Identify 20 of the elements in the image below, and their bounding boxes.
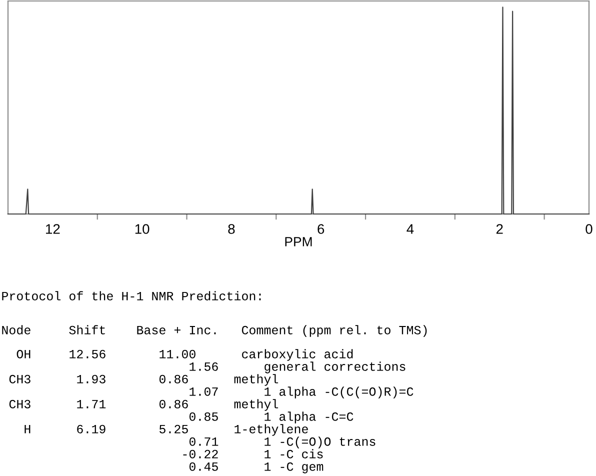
x-tick-label: 2 [496, 224, 503, 234]
text: H 6.19 5.25 1-ethylene [24, 424, 308, 436]
text: 0.85 1 alpha -C=C [189, 412, 354, 424]
x-tick-label: 8 [228, 224, 235, 234]
text: 1.07 1 alpha -C(C(=O)R)=C [190, 386, 414, 398]
text: -0.22 1 -C cis [183, 449, 323, 458]
x-tick-label: 12 [46, 224, 60, 234]
text: Protocol of the H-1 NMR Prediction: [2, 291, 261, 300]
text: CH3 1.93 0.86 methyl [9, 374, 278, 386]
text: CH3 1.71 0.86 methyl [9, 399, 278, 411]
text: Node Shift Base + Inc. Comment (ppm rel. to TMS) [2, 325, 427, 337]
text: 1.56 general corrections [190, 362, 406, 374]
x-tick-label: 10 [135, 224, 150, 234]
text: 0.45 1 -C gem [189, 462, 324, 474]
x-tick-label: 0 [586, 224, 592, 234]
x-tick-label: 4 [406, 224, 414, 234]
x-axis-title: PPM [285, 237, 312, 246]
text: OH 12.56 11.00 carboxylic acid [16, 349, 353, 361]
text: 0.71 1 -C(=O)O trans [189, 436, 376, 448]
x-tick-label: 6 [318, 224, 324, 234]
